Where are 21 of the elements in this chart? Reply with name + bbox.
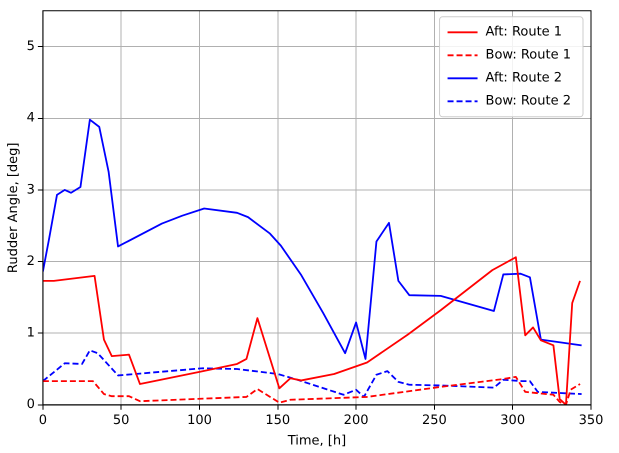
x-tick-label: 50 <box>112 412 130 428</box>
line-series <box>42 349 583 398</box>
y-tick-label: 0 <box>26 397 35 412</box>
legend-label: Aft: Route 2 <box>486 70 562 86</box>
x-tick-label: 250 <box>422 412 447 428</box>
x-tick-label: 300 <box>500 412 526 428</box>
legend-label: Bow: Route 2 <box>486 94 572 109</box>
y-tick-label: 1 <box>26 326 35 341</box>
y-tick-label: 4 <box>26 110 35 126</box>
x-tick-label: 200 <box>344 412 368 428</box>
legend-label: Aft: Route 1 <box>486 24 562 40</box>
x-tick-label: 350 <box>578 412 604 428</box>
y-axis-title: Rudder Angle, [deg] <box>6 142 22 274</box>
y-tick-label: 3 <box>26 182 35 198</box>
legend-label: Bow: Route 1 <box>486 48 572 63</box>
y-tick-label: 2 <box>26 254 35 269</box>
x-tick-label: 0 <box>38 412 48 428</box>
y-tick-label: 5 <box>26 38 35 54</box>
x-tick-label: 150 <box>265 412 290 428</box>
x-axis-title: Time, [h] <box>286 434 346 449</box>
x-tick-label: 100 <box>187 412 212 428</box>
